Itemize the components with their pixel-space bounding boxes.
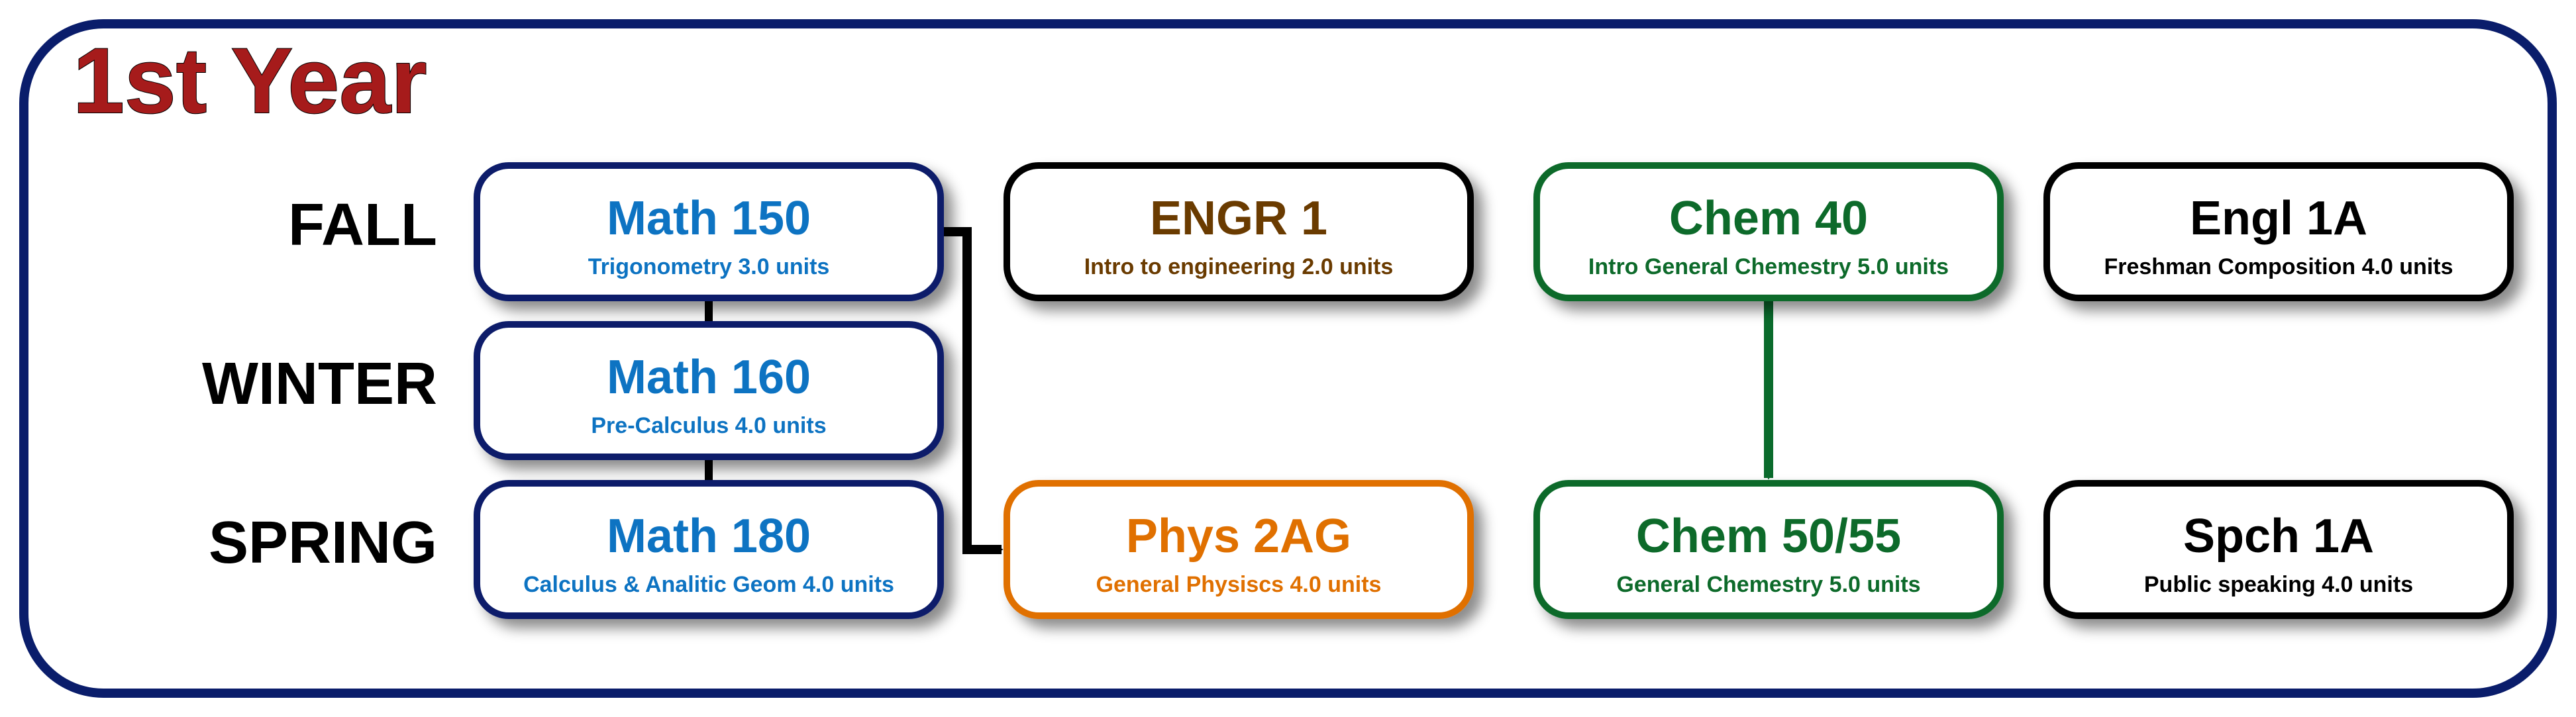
course-subtitle: Public speaking 4.0 units [2144, 572, 2413, 597]
course-title: Engl 1A [2190, 192, 2367, 245]
diagram-root: 1st Year FALL WINTER SPRING Math 150 Trigonom… [0, 0, 2576, 717]
course-subtitle: Intro to engineering 2.0 units [1084, 254, 1394, 279]
course-subtitle: Trigonometry 3.0 units [588, 254, 830, 279]
course-card-spch1a: Spch 1A Public speaking 4.0 units [2047, 483, 2510, 616]
course-title: Spch 1A [2183, 510, 2374, 563]
course-card-chem40: Chem 40 Intro General Chemestry 5.0 units [1537, 166, 2000, 298]
course-card-math160: Math 160 Pre-Calculus 4.0 units [477, 324, 941, 457]
course-card-math150: Math 150 Trigonometry 3.0 units [477, 166, 941, 298]
course-title: Chem 50/55 [1636, 510, 1901, 563]
course-title: Math 160 [607, 351, 811, 404]
course-title: Chem 40 [1669, 192, 1868, 245]
course-subtitle: Calculus & Analitic Geom 4.0 units [523, 572, 894, 597]
year-title: 1st Year [73, 28, 427, 132]
diagram-svg: 1st Year FALL WINTER SPRING Math 150 Trigonom… [0, 0, 2576, 717]
course-title: Math 150 [607, 192, 811, 245]
course-title: Math 180 [607, 510, 811, 563]
course-subtitle: Pre-Calculus 4.0 units [591, 413, 826, 438]
course-card-engl1a: Engl 1A Freshman Composition 4.0 units [2047, 166, 2510, 298]
row-label-winter: WINTER [202, 351, 437, 417]
course-title: Phys 2AG [1126, 510, 1351, 563]
row-label-fall: FALL [288, 192, 437, 258]
course-subtitle: Freshman Composition 4.0 units [2104, 254, 2453, 279]
row-label-spring: SPRING [209, 510, 437, 576]
course-title: ENGR 1 [1150, 192, 1327, 245]
course-card-engr1: ENGR 1 Intro to engineering 2.0 units [1007, 166, 1470, 298]
course-card-chem50: Chem 50/55 General Chemestry 5.0 units [1537, 483, 2000, 616]
course-subtitle: Intro General Chemestry 5.0 units [1588, 254, 1949, 279]
course-card-phys2ag: Phys 2AG General Physiscs 4.0 units [1007, 483, 1470, 616]
course-subtitle: General Physiscs 4.0 units [1096, 572, 1382, 597]
course-subtitle: General Chemestry 5.0 units [1616, 572, 1920, 597]
course-card-math180: Math 180 Calculus & Analitic Geom 4.0 uni… [477, 483, 941, 616]
